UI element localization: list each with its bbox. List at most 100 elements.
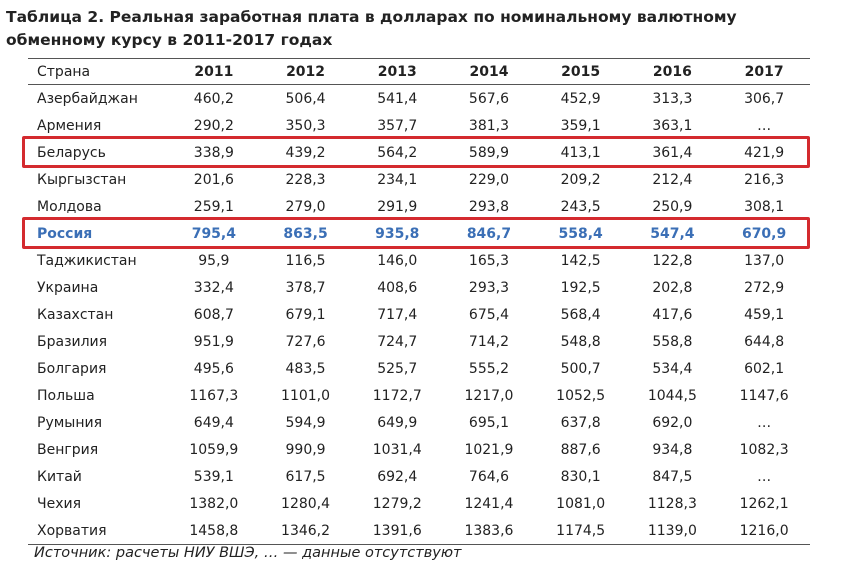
value-cell: 1031,4 — [372, 441, 422, 458]
value-cell: 679,1 — [285, 306, 326, 323]
value-cell: 229,0 — [468, 171, 509, 188]
value-cell: 935,8 — [375, 225, 420, 242]
value-cell: 564,2 — [377, 144, 418, 161]
value-cell: 589,9 — [468, 144, 509, 161]
value-cell: 1391,6 — [351, 517, 444, 545]
country-cell: Румыния — [37, 414, 103, 431]
value-cell: 534,4 — [652, 360, 693, 377]
table-row: Бразилия 951,9 727,6 724,7 714,2 548,8 558,8 64… — [28, 328, 810, 355]
value-cell: 116,5 — [285, 252, 326, 269]
value-cell: 692,4 — [377, 468, 418, 485]
value-cell: 1101,0 — [281, 387, 331, 404]
country-cell: Польша — [37, 387, 95, 404]
value-cell: 338,9 — [193, 144, 234, 161]
value-cell: 1082,3 — [739, 441, 789, 458]
value-cell: … — [757, 414, 772, 431]
value-cell: 567,6 — [468, 90, 509, 107]
value-cell: 1346,2 — [259, 517, 352, 545]
value-cell: 291,9 — [377, 198, 418, 215]
value-cell: 122,8 — [652, 252, 693, 269]
value-cell: 495,6 — [193, 360, 234, 377]
value-cell: 1059,9 — [189, 441, 239, 458]
country-cell: Венгрия — [37, 441, 99, 458]
value-cell: 146,0 — [377, 252, 418, 269]
value-cell: 1172,7 — [372, 387, 422, 404]
table-row: Кыргызстан 201,6 228,3 234,1 229,0 209,2 212,4… — [28, 166, 810, 193]
value-cell: 293,8 — [468, 198, 509, 215]
value-cell: 483,5 — [285, 360, 326, 377]
value-cell: 350,3 — [285, 117, 326, 134]
highlight-box — [22, 136, 810, 168]
value-cell: 548,8 — [560, 333, 601, 350]
value-cell: 279,0 — [285, 198, 326, 215]
value-cell: 290,2 — [193, 117, 234, 134]
value-cell: 1147,6 — [739, 387, 789, 404]
value-cell: 525,7 — [377, 360, 418, 377]
country-cell: Россия — [37, 225, 93, 242]
table-row: Казахстан 608,7 679,1 717,4 675,4 568,4 417,6 4… — [28, 301, 810, 328]
value-cell: 363,1 — [652, 117, 693, 134]
value-cell: 1241,4 — [464, 495, 514, 512]
value-cell: 272,9 — [744, 279, 785, 296]
value-cell: 313,3 — [652, 90, 693, 107]
value-cell: 555,2 — [468, 360, 509, 377]
value-cell: 359,1 — [560, 117, 601, 134]
value-cell: 539,1 — [193, 468, 234, 485]
table-row: Венгрия 1059,9 990,9 1031,4 1021,9 887,6 934,8… — [28, 436, 810, 463]
table-row: Китай 539,1 617,5 692,4 764,6 830,1 847,5… — [28, 463, 810, 490]
value-cell: 421,9 — [744, 144, 785, 161]
header-row: Страна 2011 2012 2013 2014 2015 2016 2017 — [28, 58, 810, 85]
table-row: Болгария 495,6 483,5 525,7 555,2 500,7 534,4 60… — [28, 355, 810, 382]
value-cell: 1021,9 — [464, 441, 514, 458]
country-cell: Бразилия — [37, 333, 108, 350]
value-cell: 1167,3 — [189, 387, 239, 404]
value-cell: 846,7 — [466, 225, 512, 242]
value-cell: 500,7 — [560, 360, 601, 377]
value-cell: 361,4 — [652, 144, 693, 161]
value-cell: 1382,0 — [189, 495, 239, 512]
country-cell: Украина — [37, 279, 99, 296]
value-cell: 250,9 — [652, 198, 693, 215]
value-cell: 228,3 — [285, 171, 326, 188]
value-cell: 951,9 — [193, 333, 234, 350]
value-cell: 1280,4 — [281, 495, 331, 512]
footer-note: Источник: расчеты НИУ ВШЭ, … — данные от… — [34, 545, 462, 561]
value-cell: 717,4 — [377, 306, 418, 323]
value-cell: 644,8 — [744, 333, 785, 350]
value-cell: 714,2 — [468, 333, 509, 350]
value-cell: 202,8 — [652, 279, 693, 296]
value-cell: 795,4 — [191, 225, 236, 242]
value-cell: 1262,1 — [739, 495, 789, 512]
value-cell: 460,2 — [193, 90, 234, 107]
value-cell: 695,1 — [468, 414, 509, 431]
value-cell: 1139,0 — [626, 517, 719, 545]
value-cell: 1216,0 — [718, 517, 810, 545]
table-row: Азербайджан 460,2 506,4 541,4 567,6 452,9 313,… — [28, 85, 810, 113]
value-cell: 413,1 — [560, 144, 601, 161]
value-cell: 724,7 — [377, 333, 418, 350]
country-cell: Чехия — [37, 495, 82, 512]
country-cell: Беларусь — [37, 144, 106, 161]
header-cell: Страна — [28, 58, 168, 85]
country-cell: Казахстан — [37, 306, 114, 323]
data-table: Страна 2011 2012 2013 2014 2015 2016 2017 Азерб… — [28, 58, 810, 545]
highlight-box — [22, 217, 810, 249]
header-cell: 2012 — [259, 58, 352, 85]
value-cell: 990,9 — [285, 441, 326, 458]
value-cell: 649,4 — [193, 414, 234, 431]
value-cell: 95,9 — [198, 252, 230, 269]
value-cell: 234,1 — [377, 171, 418, 188]
value-cell: 259,1 — [193, 198, 234, 215]
header-cell: 2011 — [168, 58, 260, 85]
value-cell: 675,4 — [468, 306, 509, 323]
value-cell: 308,1 — [744, 198, 785, 215]
value-cell: 378,7 — [285, 279, 326, 296]
country-cell: Армения — [37, 117, 102, 134]
table-row: Беларусь 338,9 439,2 564,2 589,9 413,1 361,4 42… — [28, 139, 810, 166]
country-cell: Азербайджан — [37, 90, 138, 107]
table-row: Чехия 1382,0 1280,4 1279,2 1241,4 1081,0 1128,… — [28, 490, 810, 517]
value-cell: … — [757, 117, 772, 134]
value-cell: 243,5 — [560, 198, 601, 215]
value-cell: 1383,6 — [443, 517, 535, 545]
country-cell: Болгария — [37, 360, 107, 377]
